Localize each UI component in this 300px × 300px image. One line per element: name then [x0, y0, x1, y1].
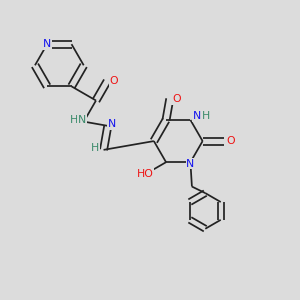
Text: N: N [43, 39, 51, 49]
Text: H: H [202, 111, 210, 122]
Text: O: O [110, 76, 118, 86]
Text: H: H [70, 115, 78, 125]
Text: N: N [78, 115, 86, 125]
Text: H: H [91, 143, 99, 153]
Text: N: N [193, 111, 201, 122]
Text: HO: HO [137, 169, 154, 179]
Text: O: O [172, 94, 181, 104]
Text: N: N [186, 159, 194, 169]
Text: N: N [107, 119, 116, 129]
Text: O: O [226, 136, 235, 146]
